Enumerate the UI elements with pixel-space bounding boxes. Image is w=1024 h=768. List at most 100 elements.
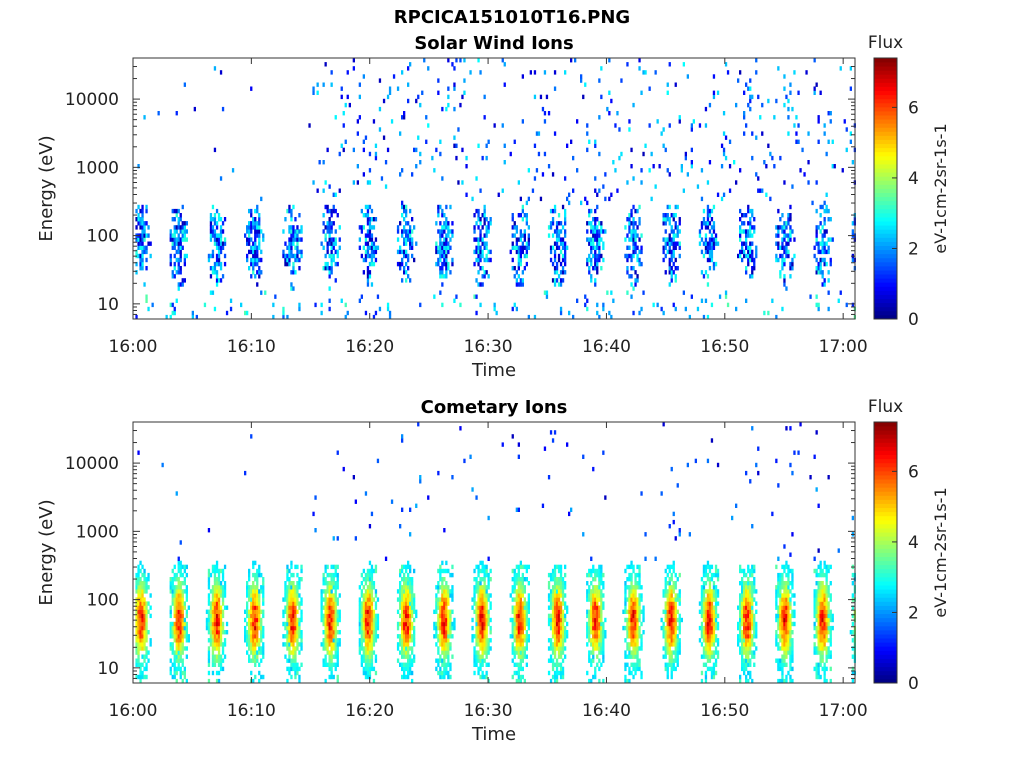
colorbar-segment bbox=[874, 78, 897, 83]
colorbar-segment bbox=[874, 519, 897, 525]
colorbar-segment bbox=[874, 629, 897, 635]
colorbar-segment bbox=[874, 605, 897, 610]
colorbar-segment bbox=[874, 458, 897, 464]
colorbar-segment bbox=[874, 528, 897, 533]
colorbar-segment bbox=[874, 523, 897, 529]
colorbar-segment bbox=[874, 454, 897, 460]
colorbar-segment bbox=[874, 666, 897, 672]
colorbar-segment bbox=[874, 62, 897, 67]
colorbar-frame bbox=[873, 421, 898, 684]
colorbar-segment bbox=[874, 548, 897, 553]
colorbar-segment bbox=[874, 617, 897, 623]
colorbar-frame bbox=[873, 57, 898, 320]
colorbar-segment bbox=[874, 642, 897, 647]
colorbar-segment bbox=[874, 123, 897, 128]
heatmap-cells bbox=[135, 58, 856, 320]
colorbar-segment bbox=[874, 127, 897, 132]
colorbar-tick-label: 2 bbox=[908, 239, 919, 259]
colorbar-segment bbox=[874, 282, 897, 287]
colorbar-segment bbox=[874, 532, 897, 537]
colorbar-segment bbox=[874, 613, 897, 619]
colorbar-segment bbox=[874, 229, 897, 234]
colorbar-segment bbox=[874, 462, 897, 468]
colorbar-segment bbox=[874, 581, 897, 586]
colorbar-segment bbox=[874, 270, 897, 275]
colorbar-segment bbox=[874, 245, 897, 251]
x-tick-label: 16:40 bbox=[582, 701, 631, 721]
colorbar-segment bbox=[874, 180, 897, 185]
colorbar-segment bbox=[874, 544, 897, 549]
colorbar-segment bbox=[874, 188, 897, 193]
y-tick-label: 1000 bbox=[76, 158, 119, 178]
colorbar-segment bbox=[874, 176, 897, 181]
panel-title: Solar Wind Ions bbox=[414, 33, 573, 54]
y-tick-label: 10000 bbox=[65, 90, 119, 110]
x-tick-label: 16:30 bbox=[464, 701, 513, 721]
colorbar-segment bbox=[874, 609, 897, 615]
colorbar-segment bbox=[874, 94, 897, 100]
colorbar-segment bbox=[874, 102, 897, 108]
colorbar-segment bbox=[874, 446, 897, 451]
panel-cometary: 16:00 16:10 16:20 16:30 16:40 16:50 17:00 10 100… bbox=[36, 397, 950, 745]
colorbar-segment bbox=[874, 164, 897, 169]
colorbar-title: Flux bbox=[868, 397, 903, 417]
x-tick-label: 16:30 bbox=[464, 337, 513, 357]
panel-solar-wind: 16:00 16:10 16:20 16:30 16:40 16:50 17:00 10 100… bbox=[36, 33, 950, 381]
colorbar-segment bbox=[874, 265, 897, 271]
x-tick-label: 16:20 bbox=[345, 337, 394, 357]
colorbar-tick-label: 4 bbox=[908, 169, 919, 189]
colorbar-segment bbox=[874, 86, 897, 92]
colorbar-segment bbox=[874, 621, 897, 627]
colorbar-segment bbox=[874, 290, 897, 295]
colorbar-segment bbox=[874, 634, 897, 639]
colorbar-segment bbox=[874, 556, 897, 562]
x-tick-label: 16:50 bbox=[700, 701, 749, 721]
colorbar-tick-label: 6 bbox=[908, 462, 919, 482]
colorbar-segment bbox=[874, 466, 897, 472]
x-tick-label: 16:10 bbox=[227, 337, 276, 357]
colorbar-segment bbox=[874, 552, 897, 557]
colorbar-segment bbox=[874, 515, 897, 521]
colorbar-segment bbox=[874, 507, 897, 513]
colorbar-segment bbox=[874, 147, 897, 153]
colorbar-segment bbox=[874, 294, 897, 300]
panel-title: Cometary Ions bbox=[421, 397, 568, 418]
colorbar-segment bbox=[874, 638, 897, 643]
colorbar-segment bbox=[874, 196, 897, 202]
colorbar-segment bbox=[874, 111, 897, 116]
colorbar-segment bbox=[874, 540, 897, 545]
x-tick-label: 16:20 bbox=[345, 701, 394, 721]
colorbar-segment bbox=[874, 249, 897, 255]
colorbar-segment bbox=[874, 298, 897, 304]
colorbar-segment bbox=[874, 82, 897, 87]
colorbar-segment bbox=[874, 568, 897, 574]
x-tick-label: 17:00 bbox=[819, 701, 868, 721]
colorbar-segment bbox=[874, 654, 897, 659]
colorbar-segment bbox=[874, 495, 897, 500]
colorbar-tick-label: 0 bbox=[908, 310, 919, 330]
colorbar-segment bbox=[874, 286, 897, 291]
figure-title: RPCICA151010T16.PNG bbox=[393, 7, 631, 28]
x-tick-label: 16:00 bbox=[109, 337, 158, 357]
y-axis-label: Energy (eV) bbox=[36, 135, 57, 241]
colorbar-segment bbox=[874, 491, 897, 496]
colorbar-segment bbox=[874, 200, 897, 206]
colorbar-segment bbox=[874, 159, 897, 165]
x-tick-label: 16:50 bbox=[700, 337, 749, 357]
colorbar-segment bbox=[874, 257, 897, 263]
colorbar-segment bbox=[874, 597, 897, 602]
colorbar-segment bbox=[874, 208, 897, 214]
x-tick-label: 16:40 bbox=[582, 337, 631, 357]
y-axis-label: Energy (eV) bbox=[36, 499, 57, 605]
colorbar-segment bbox=[874, 217, 897, 222]
colorbar-segment bbox=[874, 168, 897, 173]
colorbar-title: Flux bbox=[868, 33, 903, 53]
x-axis-label: Time bbox=[471, 360, 516, 381]
heatmap-cells bbox=[135, 422, 856, 684]
colorbar-segment bbox=[874, 646, 897, 651]
colorbar-segment bbox=[874, 221, 897, 226]
colorbar-segment bbox=[874, 278, 897, 283]
colorbar-segment bbox=[874, 678, 897, 684]
colorbar-segment bbox=[874, 139, 897, 145]
